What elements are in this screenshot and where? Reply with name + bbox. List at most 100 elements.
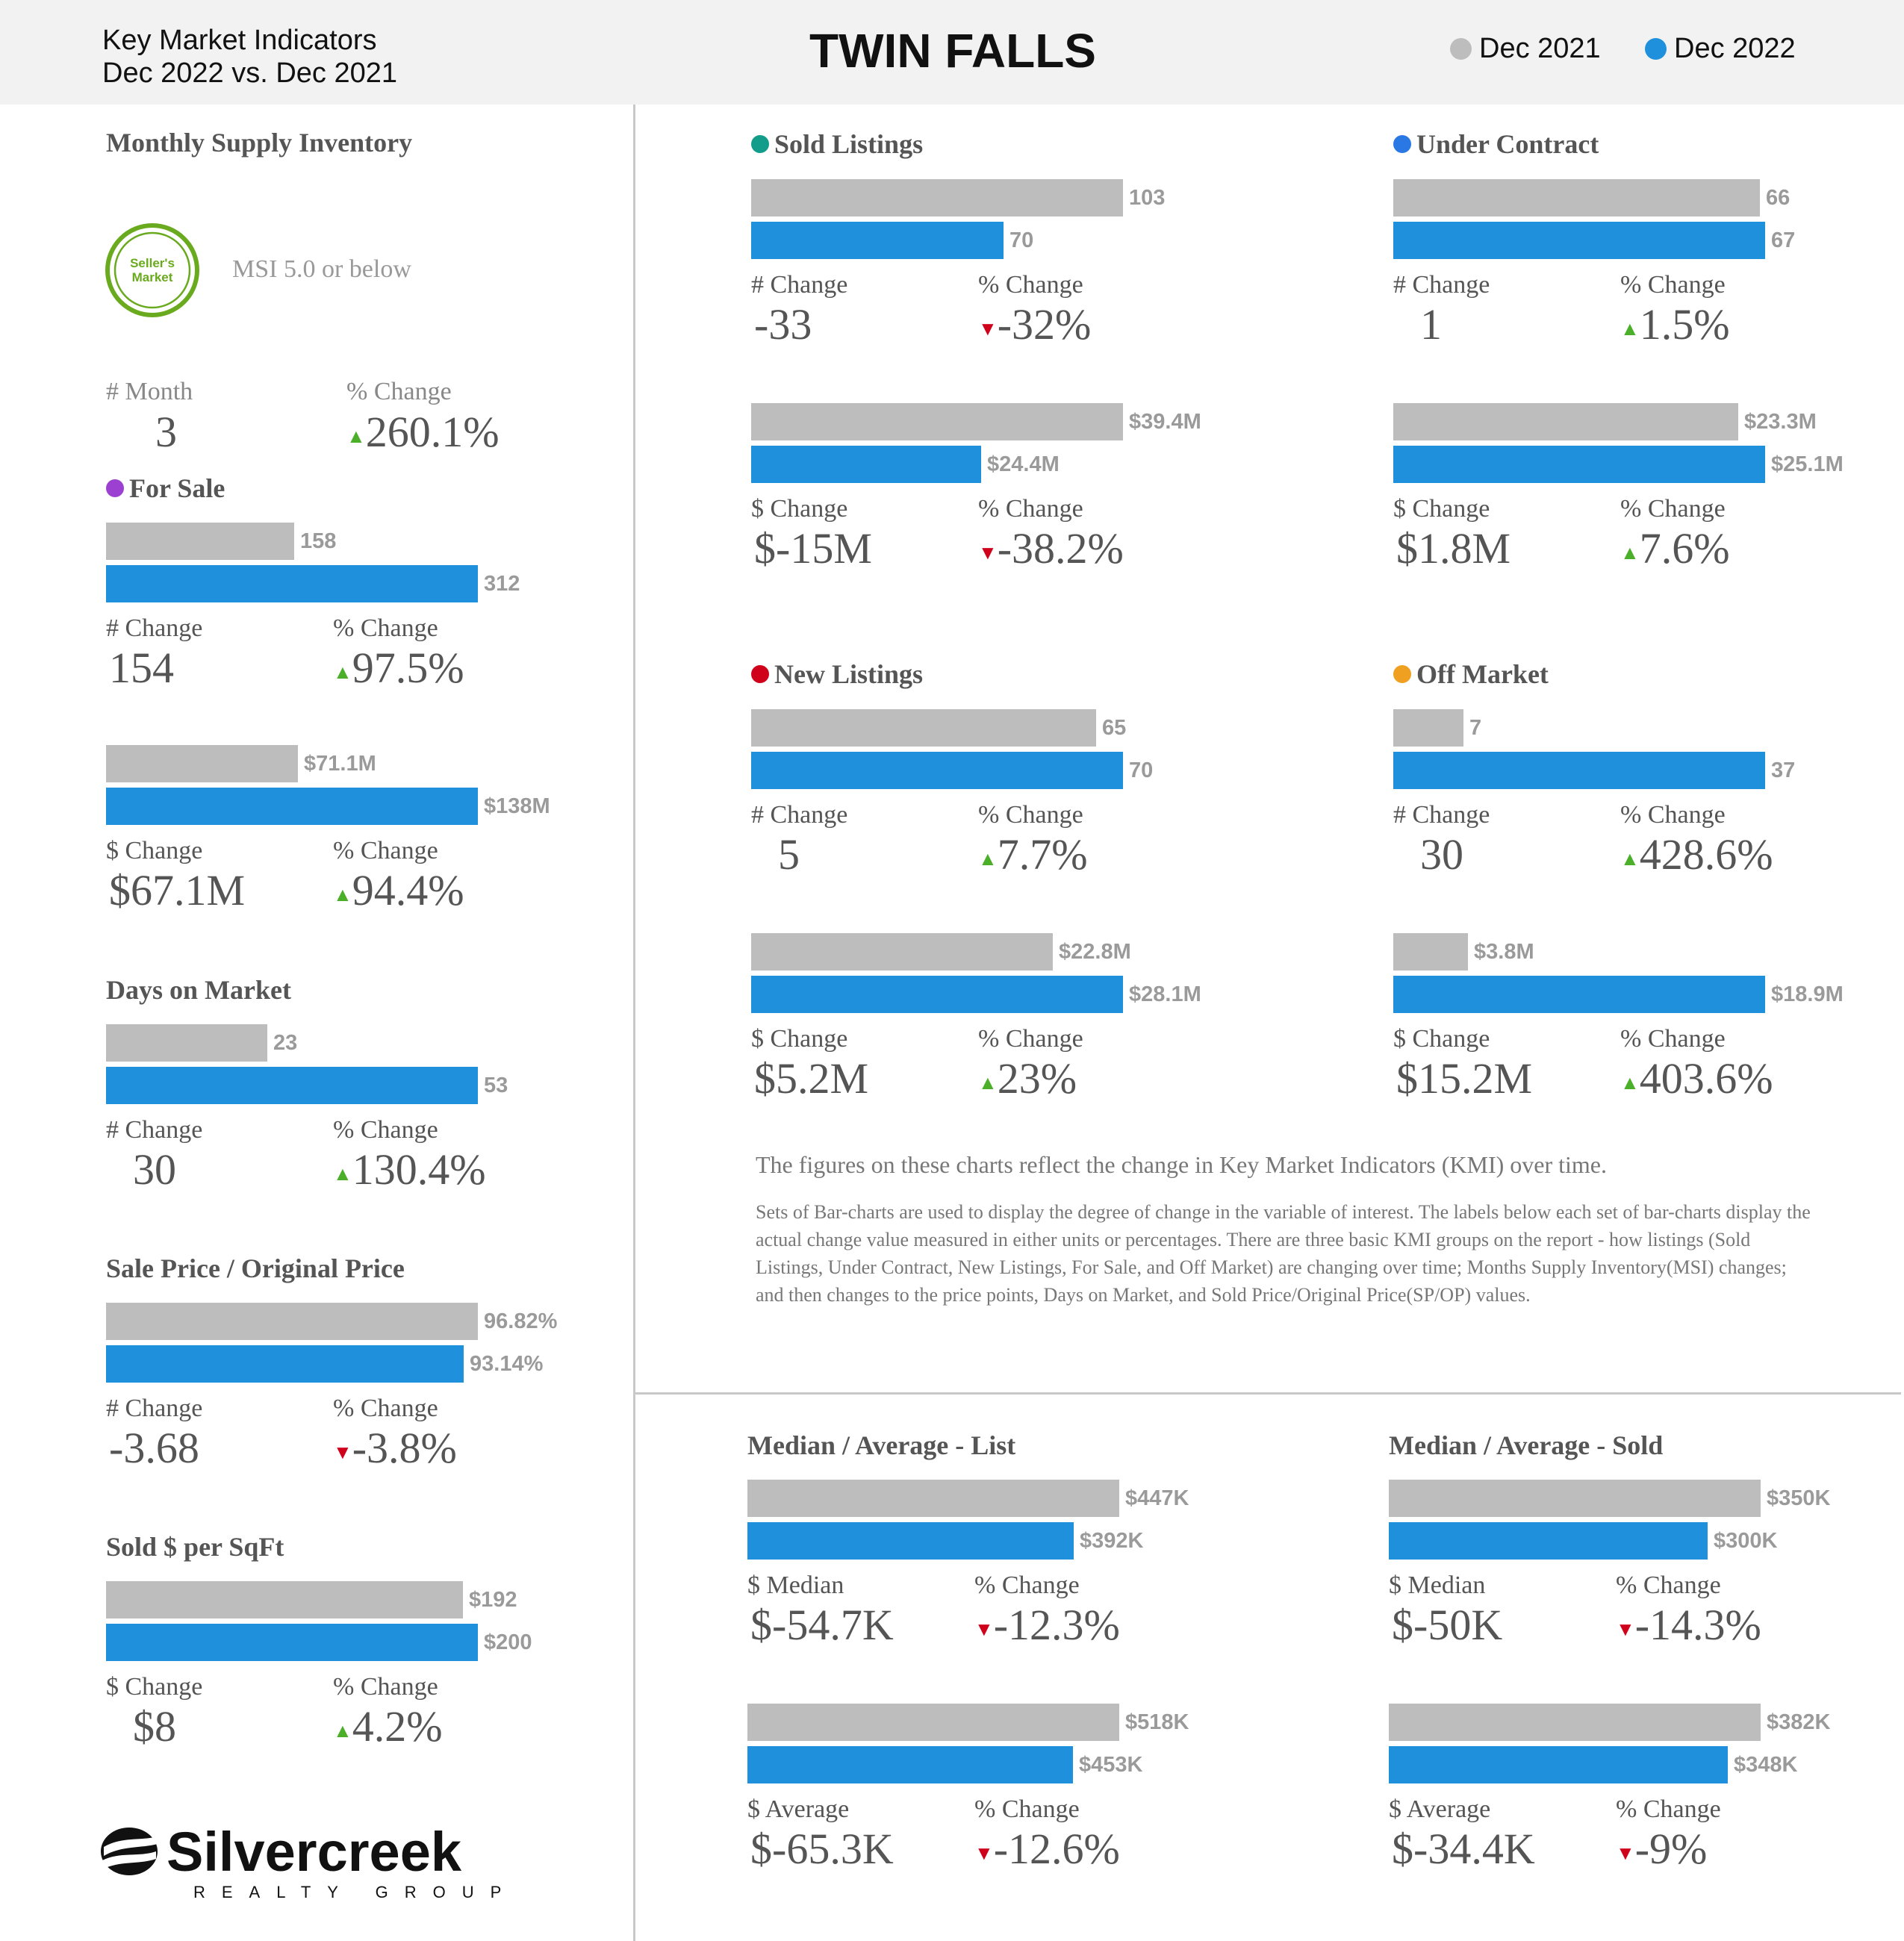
pct-label: % Change [333, 837, 438, 864]
pct-value: 94.4% [352, 866, 464, 915]
pct-change: ▲23% [978, 1054, 1077, 1103]
bar-value-label: 70 [1009, 228, 1034, 252]
bar-value-label: $18.9M [1771, 982, 1844, 1006]
bar-value-label: $28.1M [1129, 982, 1201, 1006]
change-value: $-34.4K [1392, 1825, 1535, 1873]
column-divider [633, 105, 635, 1941]
report-subtitle-line2: Dec 2022 vs. Dec 2021 [102, 57, 398, 89]
bar-value-label: 23 [273, 1031, 298, 1055]
bar-dec-2022 [106, 1067, 478, 1104]
bar-dec-2022 [751, 222, 1004, 259]
pct-label: % Change [978, 271, 1083, 299]
pct-change: ▼-3.8% [333, 1424, 457, 1473]
change-value: -3.68 [109, 1424, 199, 1472]
logo-wordmark: Silvercreek [167, 1822, 462, 1883]
change-label: $ Median [747, 1571, 844, 1599]
pct-value: -14.3% [1634, 1601, 1761, 1649]
change-value: -33 [754, 300, 812, 349]
bar-dec-2021 [1393, 403, 1738, 440]
bar-dec-2021 [106, 1303, 478, 1340]
title-dot-icon [106, 479, 124, 497]
chart-title: Median / Average - Sold [1389, 1430, 1663, 1461]
bar-dec-2022 [106, 565, 478, 602]
pct-label: % Change [333, 1673, 438, 1701]
chart-title-text: New Listings [774, 659, 924, 689]
bar-dec-2021 [1389, 1480, 1761, 1517]
sellers-market-badge: Seller's Market [103, 221, 202, 320]
pct-value: -9% [1634, 1825, 1708, 1873]
bar-dec-2021 [1393, 709, 1463, 747]
report-subtitle: Key Market Indicators Dec 2022 vs. Dec 2… [102, 24, 397, 90]
change-label: # Change [751, 801, 848, 829]
badge-text-line1: Seller's [130, 256, 175, 270]
down-triangle-icon: ▼ [978, 542, 998, 564]
chart-title: Median / Average - List [747, 1430, 1015, 1461]
bar-value-label: 70 [1129, 758, 1154, 782]
bar-value-label: $23.3M [1744, 410, 1817, 434]
change-label: $ Average [747, 1795, 850, 1823]
change-label: # Change [1393, 801, 1490, 829]
legend-label: Dec 2022 [1674, 33, 1796, 64]
bar-value-label: 67 [1771, 228, 1796, 252]
pct-value: 403.6% [1639, 1054, 1773, 1103]
bar-value-label: $200 [484, 1630, 532, 1654]
chart-title: Under Contract [1393, 128, 1599, 160]
change-value: 30 [1420, 830, 1463, 879]
change-label: $ Change [106, 837, 203, 864]
up-triangle-icon: ▲ [333, 661, 352, 683]
bar-value-label: $348K [1734, 1753, 1798, 1777]
bar-dec-2022 [751, 752, 1123, 789]
bar-value-label: 53 [484, 1074, 508, 1097]
pct-value: 4.2% [352, 1702, 443, 1751]
bar-dec-2021 [751, 709, 1096, 747]
chart-title-text: Under Contract [1416, 129, 1599, 159]
pct-label: % Change [333, 1116, 438, 1144]
bar-value-label: $22.8M [1059, 940, 1131, 964]
bar-value-label: 65 [1102, 716, 1127, 740]
chart-title-text: Off Market [1416, 659, 1549, 689]
pct-change: ▲4.2% [333, 1702, 443, 1751]
bar-value-label: $25.1M [1771, 452, 1844, 476]
bar-dec-2021 [747, 1704, 1119, 1741]
bar-value-label: $3.8M [1474, 940, 1534, 964]
down-triangle-icon: ▼ [974, 1842, 994, 1864]
pct-label: % Change [1620, 1025, 1726, 1053]
bar-value-label: $39.4M [1129, 410, 1201, 434]
pct-label: % Change [974, 1795, 1080, 1823]
change-label: $ Median [1389, 1571, 1486, 1599]
bar-dec-2021 [747, 1480, 1119, 1517]
pct-change: ▼-9% [1616, 1825, 1707, 1874]
change-value: $8 [133, 1702, 176, 1751]
chart-title-text: Days on Market [106, 975, 291, 1005]
msi-change-label: # Month [106, 378, 193, 405]
chart-title-text: For Sale [129, 473, 225, 503]
change-label: $ Change [1393, 495, 1490, 523]
pct-change: ▲428.6% [1620, 830, 1773, 879]
change-value: $15.2M [1396, 1054, 1533, 1103]
msi-pct-change: ▲260.1% [346, 408, 500, 457]
pct-change: ▲1.5% [1620, 300, 1730, 349]
pct-value: -12.3% [993, 1601, 1120, 1649]
pct-value: 97.5% [352, 644, 464, 692]
msi-pct-value: 260.1% [365, 408, 500, 456]
pct-label: % Change [978, 801, 1083, 829]
pct-value: 1.5% [1639, 300, 1730, 349]
change-label: $ Change [751, 1025, 848, 1053]
pct-value: 23% [997, 1054, 1077, 1103]
page-title: TWIN FALLS [809, 24, 1096, 78]
up-triangle-icon: ▲ [333, 1720, 352, 1742]
down-triangle-icon: ▼ [1616, 1618, 1635, 1640]
bar-value-label: $71.1M [304, 752, 376, 776]
chart-title: Off Market [1393, 658, 1549, 690]
note-body: Sets of Bar-charts are used to display t… [756, 1201, 1811, 1306]
chart-title: For Sale [106, 473, 225, 504]
bar-dec-2021 [1393, 179, 1760, 216]
pct-change: ▲97.5% [333, 644, 464, 693]
bar-dec-2021 [1389, 1704, 1761, 1741]
msi-title: Monthly Supply Inventory [106, 128, 413, 158]
pct-value: 7.6% [1639, 524, 1730, 573]
pct-change: ▲130.4% [333, 1145, 486, 1194]
change-value: 154 [109, 644, 174, 692]
bar-dec-2022 [751, 446, 981, 483]
up-triangle-icon: ▲ [1620, 1072, 1640, 1094]
